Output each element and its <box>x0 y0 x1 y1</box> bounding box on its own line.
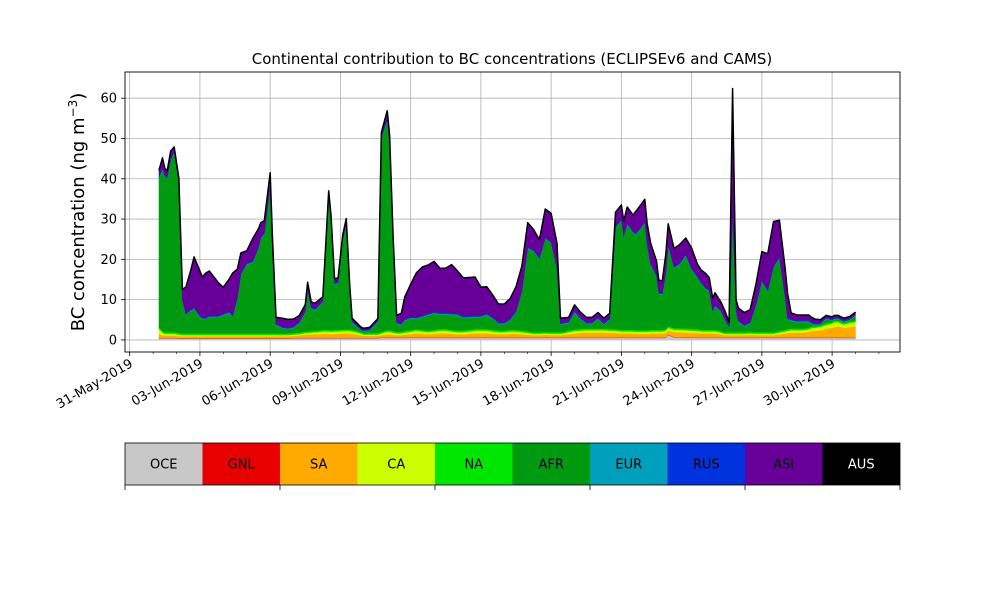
plot-frame <box>124 71 901 353</box>
legend-swatch-ca <box>357 443 435 485</box>
y-axis: 0 10 20 30 40 50 60 <box>100 92 125 348</box>
legend-swatch-oce <box>125 443 203 485</box>
legend-swatch-asi <box>745 443 823 485</box>
legend-label-rus: RUS <box>693 458 720 473</box>
legend-label-asi: ASI <box>773 458 794 473</box>
y-axis-label-superscript: −3 <box>66 100 80 118</box>
legend-label-na: NA <box>464 458 483 473</box>
y-axis-label: BC concentration (ng m−3) <box>66 93 89 332</box>
y-axis-label-close: ) <box>68 93 89 100</box>
legend-label-aus: AUS <box>848 458 875 473</box>
y-tick-label: 40 <box>100 172 117 187</box>
legend-label-sa: SA <box>310 458 327 473</box>
y-tick-label: 10 <box>100 293 117 308</box>
legend-label-eur: EUR <box>615 458 642 473</box>
y-tick-label: 20 <box>100 253 117 268</box>
y-tick-label: 30 <box>100 213 117 228</box>
legend-swatch-sa <box>280 443 358 485</box>
legend-label-ca: CA <box>387 458 405 473</box>
total-outline <box>158 87 856 329</box>
legend-label-gnl: GNL <box>228 458 256 473</box>
legend-swatch-rus <box>667 443 745 485</box>
legend-swatch-eur <box>590 443 668 485</box>
total-line <box>158 87 856 329</box>
legend-swatch-afr <box>512 443 590 485</box>
colorbar-legend: OCE GNL SA CA NA AFR EUR RUS ASI AUS <box>124 442 901 490</box>
legend-label-afr: AFR <box>539 458 564 473</box>
legend-frame <box>124 442 901 486</box>
legend-label-oce: OCE <box>150 458 178 473</box>
y-tick-label: 50 <box>100 132 117 147</box>
stacked-areas <box>158 88 856 341</box>
legend-swatch-aus <box>822 443 900 485</box>
y-tick-label: 60 <box>100 92 117 107</box>
chart-title: Continental contribution to BC concentra… <box>252 50 773 68</box>
legend-swatch-gnl <box>202 443 280 485</box>
y-tick-label: 0 <box>109 333 117 348</box>
legend-swatch-na <box>435 443 513 485</box>
